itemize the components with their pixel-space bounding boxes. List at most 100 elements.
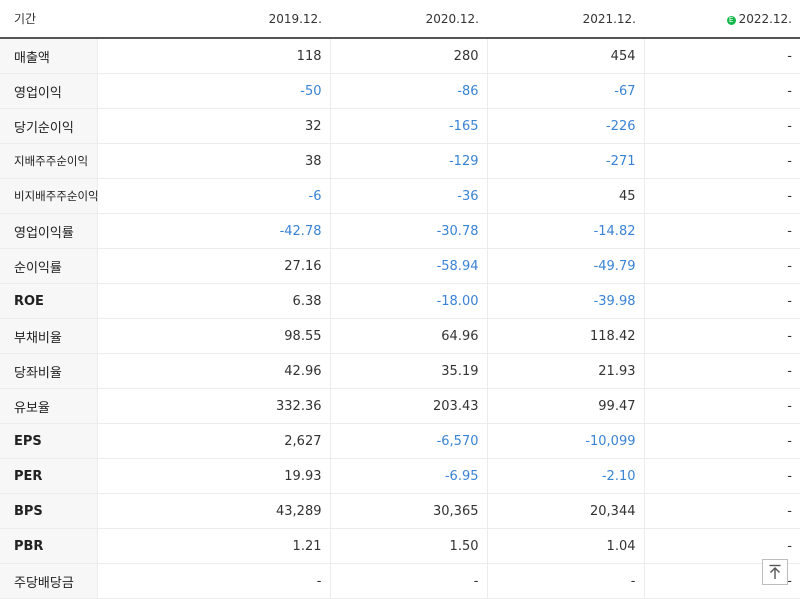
value-cell: 99.47: [486, 388, 644, 424]
table-row: 주당배당금 - - - -: [0, 563, 800, 599]
period-header-label: 기간: [0, 0, 97, 39]
row-label: 순이익률: [0, 248, 97, 284]
value-cell: -6.95: [329, 458, 487, 494]
row-label: 주당배당금: [0, 563, 97, 599]
value-cell: 42.96: [96, 353, 330, 389]
value-cell: -: [329, 563, 487, 599]
table-row: PER 19.93 -6.95 -2.10 -: [0, 458, 800, 494]
estimate-badge-icon: E: [726, 15, 736, 25]
row-label: ROE: [0, 283, 97, 319]
table-row: ROE 6.38 -18.00 -39.98 -: [0, 283, 800, 319]
value-cell: -: [643, 73, 800, 109]
value-cell: 1.50: [329, 528, 487, 564]
value-cell: 45: [486, 178, 644, 214]
row-label: BPS: [0, 493, 97, 529]
period-2019: 2019.12.: [97, 0, 330, 39]
row-label: 당기순이익: [0, 108, 97, 144]
scroll-to-top-button[interactable]: [762, 559, 788, 585]
value-cell: 1.21: [96, 528, 330, 564]
table-row: 지배주주순이익 38 -129 -271 -: [0, 143, 800, 179]
value-cell: -: [643, 528, 800, 564]
value-cell: -: [643, 248, 800, 284]
value-cell: -42.78: [96, 213, 330, 249]
value-cell: 118.42: [486, 318, 644, 354]
value-cell: -: [643, 178, 800, 214]
value-cell: -14.82: [486, 213, 644, 249]
row-label: 유보율: [0, 388, 97, 424]
period-2022-label: 2022.12.: [738, 11, 792, 26]
table-row: 영업이익 -50 -86 -67 -: [0, 73, 800, 109]
value-cell: 1.04: [486, 528, 644, 564]
value-cell: 98.55: [96, 318, 330, 354]
period-2022-estimate: E 2022.12.: [644, 0, 800, 39]
value-cell: -: [643, 213, 800, 249]
value-cell: -129: [329, 143, 487, 179]
table-row: 유보율 332.36 203.43 99.47 -: [0, 388, 800, 424]
value-cell: -: [643, 283, 800, 319]
value-cell: 118: [96, 38, 330, 74]
table-row: EPS 2,627 -6,570 -10,099 -: [0, 423, 800, 459]
value-cell: -36: [329, 178, 487, 214]
value-cell: -: [643, 563, 800, 599]
row-label: 부채비율: [0, 318, 97, 354]
row-label: 지배주주순이익: [0, 143, 97, 179]
value-cell: 19.93: [96, 458, 330, 494]
value-cell: 21.93: [486, 353, 644, 389]
table-row: 당기순이익 32 -165 -226 -: [0, 108, 800, 144]
value-cell: -: [643, 318, 800, 354]
value-cell: -: [643, 38, 800, 74]
row-label: 영업이익: [0, 73, 97, 109]
table-row: 부채비율 98.55 64.96 118.42 -: [0, 318, 800, 354]
value-cell: -: [486, 563, 644, 599]
value-cell: -18.00: [329, 283, 487, 319]
value-cell: 280: [329, 38, 487, 74]
value-cell: -226: [486, 108, 644, 144]
value-cell: -50: [96, 73, 330, 109]
value-cell: 35.19: [329, 353, 487, 389]
row-label: 당좌비율: [0, 353, 97, 389]
period-2020: 2020.12.: [330, 0, 487, 39]
value-cell: 2,627: [96, 423, 330, 459]
value-cell: -6,570: [329, 423, 487, 459]
table-body: 매출액 118 280 454 - 영업이익 -50 -86 -67 - 당기순…: [0, 38, 800, 599]
row-label: PBR: [0, 528, 97, 564]
period-2021: 2021.12.: [487, 0, 644, 39]
value-cell: -165: [329, 108, 487, 144]
value-cell: -39.98: [486, 283, 644, 319]
row-label: 매출액: [0, 38, 97, 74]
table-row: PBR 1.21 1.50 1.04 -: [0, 528, 800, 564]
row-label: PER: [0, 458, 97, 494]
table-row: BPS 43,289 30,365 20,344 -: [0, 493, 800, 529]
value-cell: -: [643, 108, 800, 144]
arrow-up-to-top-icon: [769, 564, 781, 579]
value-cell: 30,365: [329, 493, 487, 529]
value-cell: 38: [96, 143, 330, 179]
value-cell: 43,289: [96, 493, 330, 529]
value-cell: -58.94: [329, 248, 487, 284]
header-row: 기간 2019.12. 2020.12. 2021.12. E 2022.12.: [0, 0, 800, 39]
value-cell: 64.96: [329, 318, 487, 354]
value-cell: -86: [329, 73, 487, 109]
value-cell: 27.16: [96, 248, 330, 284]
value-cell: -30.78: [329, 213, 487, 249]
value-cell: -2.10: [486, 458, 644, 494]
value-cell: -: [643, 493, 800, 529]
value-cell: -: [643, 388, 800, 424]
value-cell: -: [643, 423, 800, 459]
row-label: EPS: [0, 423, 97, 459]
value-cell: -: [643, 458, 800, 494]
value-cell: 332.36: [96, 388, 330, 424]
table-row: 비지배주주순이익 -6 -36 45 -: [0, 178, 800, 214]
table-row: 순이익률 27.16 -58.94 -49.79 -: [0, 248, 800, 284]
value-cell: -: [643, 143, 800, 179]
value-cell: 454: [486, 38, 644, 74]
value-cell: 20,344: [486, 493, 644, 529]
value-cell: -: [96, 563, 330, 599]
value-cell: 6.38: [96, 283, 330, 319]
table-row: 영업이익률 -42.78 -30.78 -14.82 -: [0, 213, 800, 249]
value-cell: -49.79: [486, 248, 644, 284]
row-label: 영업이익률: [0, 213, 97, 249]
row-label: 비지배주주순이익: [0, 178, 99, 214]
table-row: 매출액 118 280 454 -: [0, 38, 800, 74]
